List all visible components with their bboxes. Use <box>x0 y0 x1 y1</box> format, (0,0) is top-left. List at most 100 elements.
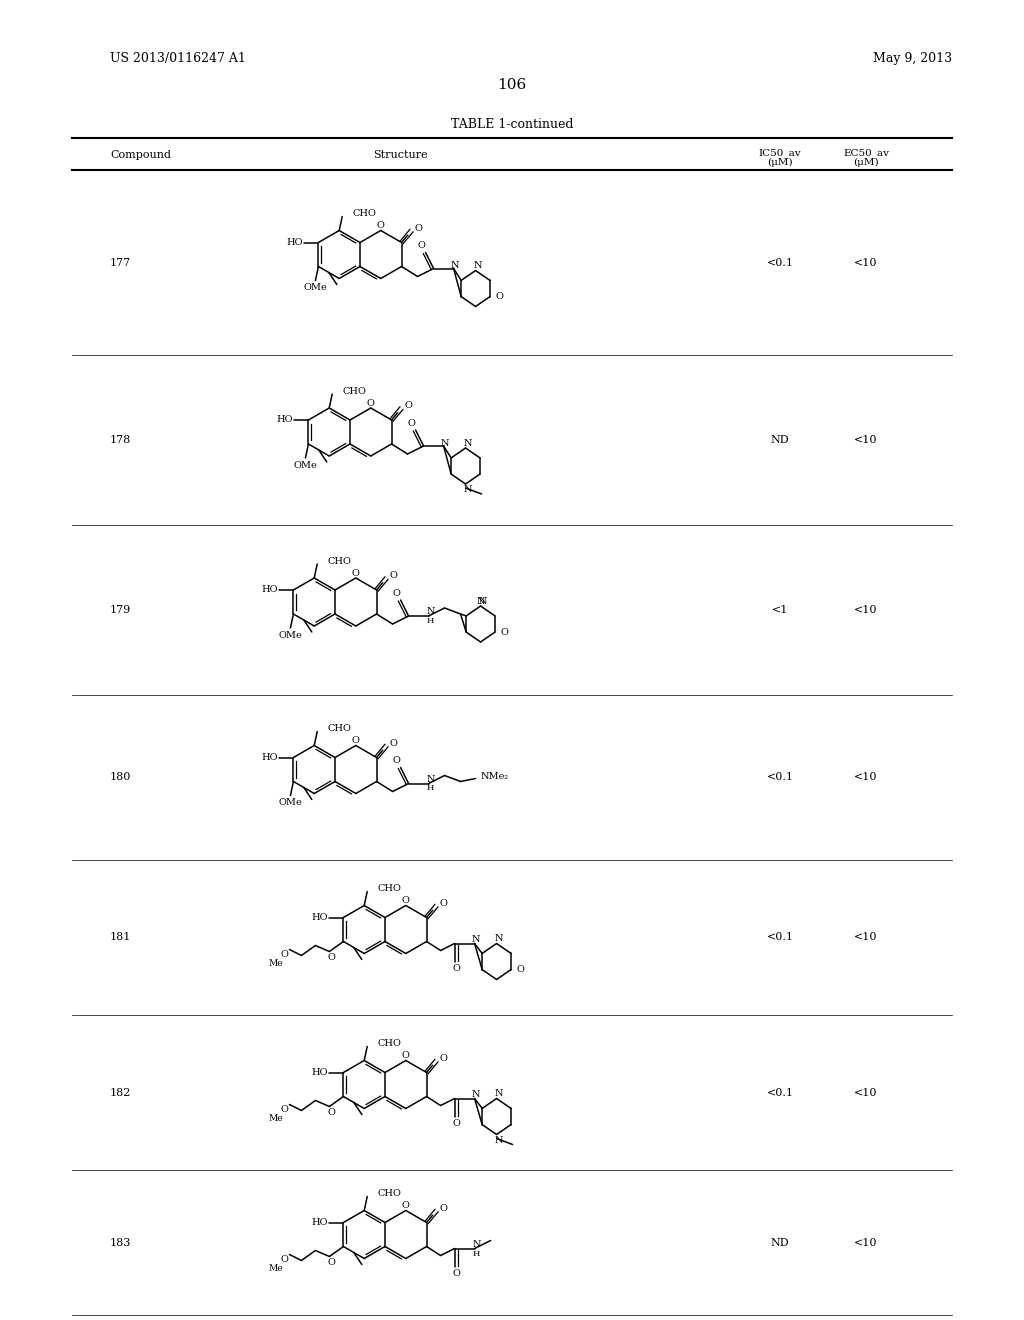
Text: N: N <box>495 935 503 942</box>
Text: <10: <10 <box>854 772 878 783</box>
Text: O: O <box>328 1258 336 1267</box>
Text: CHO: CHO <box>377 1039 401 1048</box>
Text: <0.1: <0.1 <box>767 257 794 268</box>
Text: CHO: CHO <box>328 723 351 733</box>
Text: N: N <box>426 607 435 616</box>
Text: (μM): (μM) <box>767 158 793 168</box>
Text: O: O <box>401 1051 410 1060</box>
Text: N: N <box>495 1089 503 1098</box>
Text: O: O <box>401 1201 410 1210</box>
Text: <1: <1 <box>772 605 788 615</box>
Text: O: O <box>439 899 447 908</box>
Text: OMe: OMe <box>279 631 302 639</box>
Text: CHO: CHO <box>328 557 351 565</box>
Text: N: N <box>463 486 472 495</box>
Text: O: O <box>389 572 397 581</box>
Text: N: N <box>476 597 484 606</box>
Text: 106: 106 <box>498 78 526 92</box>
Text: Me: Me <box>268 960 283 968</box>
Text: O: O <box>453 1269 461 1278</box>
Text: O: O <box>392 756 400 766</box>
Text: 182: 182 <box>110 1088 131 1097</box>
Text: O: O <box>392 589 400 598</box>
Text: O: O <box>495 292 503 301</box>
Text: (μM): (μM) <box>853 158 879 168</box>
Text: O: O <box>500 627 508 636</box>
Text: O: O <box>408 418 416 428</box>
Text: N: N <box>471 935 480 944</box>
Text: 179: 179 <box>110 605 131 615</box>
Text: O: O <box>328 1107 336 1117</box>
Text: 181: 181 <box>110 932 131 942</box>
Text: H: H <box>473 1250 480 1258</box>
Text: N: N <box>463 438 472 447</box>
Text: <10: <10 <box>854 1088 878 1097</box>
Text: HO: HO <box>261 586 278 594</box>
Text: ND: ND <box>771 1238 790 1247</box>
Text: <10: <10 <box>854 932 878 942</box>
Text: CHO: CHO <box>377 884 401 894</box>
Text: <0.1: <0.1 <box>767 1088 794 1097</box>
Text: O: O <box>415 224 423 234</box>
Text: TABLE 1-continued: TABLE 1-continued <box>451 117 573 131</box>
Text: O: O <box>453 1119 461 1129</box>
Text: O: O <box>516 965 524 974</box>
Text: EC50_av: EC50_av <box>843 148 889 157</box>
Text: Structure: Structure <box>373 150 427 160</box>
Text: <0.1: <0.1 <box>767 772 794 783</box>
Text: HO: HO <box>311 913 328 921</box>
Text: N: N <box>440 438 449 447</box>
Text: O: O <box>281 1255 289 1265</box>
Text: 178: 178 <box>110 436 131 445</box>
Text: HO: HO <box>311 1218 328 1228</box>
Text: O: O <box>401 896 410 906</box>
Text: <10: <10 <box>854 257 878 268</box>
Text: HO: HO <box>275 416 293 425</box>
Text: H: H <box>427 784 434 792</box>
Text: <0.1: <0.1 <box>767 932 794 942</box>
Text: IC50_av: IC50_av <box>759 148 802 157</box>
Text: <10: <10 <box>854 605 878 615</box>
Text: OMe: OMe <box>303 282 328 292</box>
Text: 180: 180 <box>110 772 131 783</box>
Text: O: O <box>418 242 426 249</box>
Text: N: N <box>478 597 486 606</box>
Text: ND: ND <box>771 436 790 445</box>
Text: N: N <box>472 1239 481 1249</box>
Text: <10: <10 <box>854 1238 878 1247</box>
Text: O: O <box>404 401 413 411</box>
Text: HO: HO <box>286 238 302 247</box>
Text: H: H <box>427 616 434 624</box>
Text: HO: HO <box>261 752 278 762</box>
Text: Compound: Compound <box>110 150 171 160</box>
Text: Me: Me <box>268 1114 283 1123</box>
Text: O: O <box>281 1105 289 1114</box>
Text: O: O <box>281 950 289 960</box>
Text: Me: Me <box>268 1265 283 1272</box>
Text: CHO: CHO <box>377 1189 401 1199</box>
Text: NMe₂: NMe₂ <box>480 772 509 781</box>
Text: CHO: CHO <box>342 387 367 396</box>
Text: HO: HO <box>311 1068 328 1077</box>
Text: O: O <box>352 737 359 744</box>
Text: <10: <10 <box>854 436 878 445</box>
Text: O: O <box>352 569 359 578</box>
Text: N: N <box>495 1137 503 1144</box>
Text: OMe: OMe <box>279 799 302 807</box>
Text: O: O <box>439 1204 447 1213</box>
Text: O: O <box>328 953 336 962</box>
Text: N: N <box>426 775 435 784</box>
Text: May 9, 2013: May 9, 2013 <box>872 51 952 65</box>
Text: 183: 183 <box>110 1238 131 1247</box>
Text: O: O <box>367 399 375 408</box>
Text: O: O <box>389 739 397 748</box>
Text: US 2013/0116247 A1: US 2013/0116247 A1 <box>110 51 246 65</box>
Text: CHO: CHO <box>352 209 376 218</box>
Text: O: O <box>453 964 461 973</box>
Text: N: N <box>471 1090 480 1100</box>
Text: 177: 177 <box>110 257 131 268</box>
Text: N: N <box>473 261 482 271</box>
Text: O: O <box>377 220 385 230</box>
Text: N: N <box>451 261 459 271</box>
Text: OMe: OMe <box>294 461 317 470</box>
